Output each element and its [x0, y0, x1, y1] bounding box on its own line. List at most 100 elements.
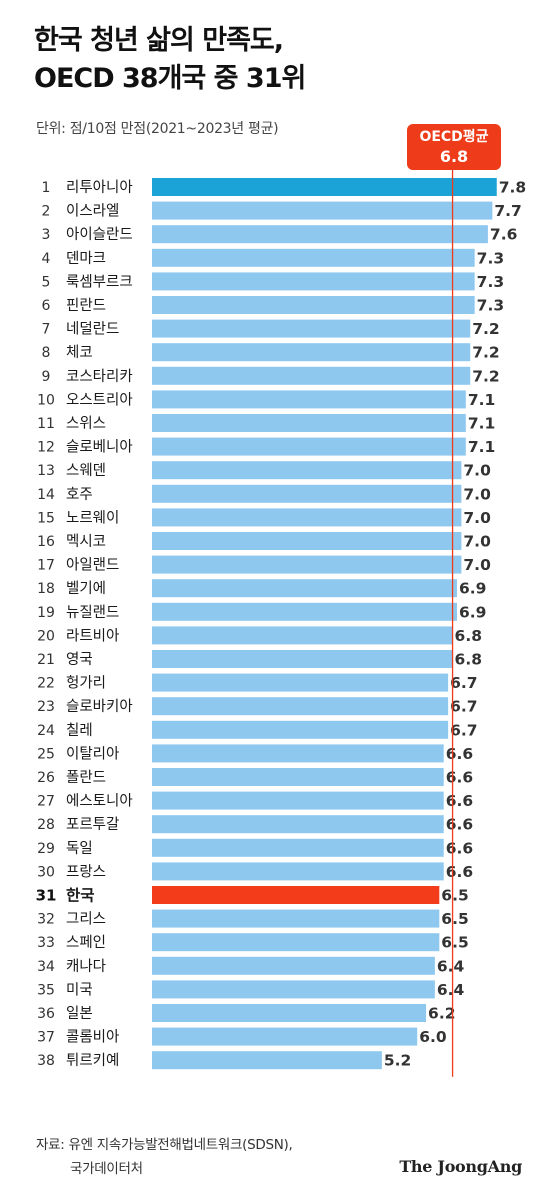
rank-label: 16 [37, 534, 55, 550]
value-label: 6.5 [441, 934, 468, 952]
rank-label: 11 [37, 416, 55, 432]
value-label: 6.8 [455, 627, 482, 645]
value-label: 7.0 [463, 556, 491, 574]
rank-label: 33 [37, 935, 55, 951]
value-label: 7.3 [477, 297, 504, 315]
rank-label: 26 [37, 770, 55, 786]
bar [152, 272, 475, 291]
value-label: 7.3 [477, 273, 504, 291]
value-label: 7.2 [472, 320, 499, 338]
value-label: 6.6 [446, 863, 473, 881]
value-label: 7.6 [490, 226, 517, 244]
value-label: 6.0 [419, 1028, 447, 1046]
country-label: 에스토니아 [66, 793, 133, 810]
bar [152, 366, 471, 385]
country-label: 영국 [66, 651, 93, 668]
value-label: 6.9 [459, 603, 486, 621]
country-label: 그리스 [66, 911, 106, 928]
value-label: 6.7 [450, 698, 477, 716]
rank-label: 35 [37, 982, 55, 998]
country-label: 헝가리 [66, 675, 106, 692]
value-label: 7.7 [494, 202, 521, 220]
rank-label: 28 [37, 817, 55, 833]
rank-label: 5 [42, 274, 51, 290]
oecd-average-badge: OECD평균 6.8 [407, 124, 501, 170]
bar [152, 673, 449, 692]
country-label: 호주 [66, 487, 93, 503]
rank-label: 24 [37, 723, 55, 739]
country-label: 이스라엘 [66, 203, 119, 220]
country-label: 아이슬란드 [66, 226, 133, 243]
bar [152, 933, 440, 952]
bar [152, 437, 466, 456]
bar [152, 532, 462, 550]
country-label: 리투아니아 [66, 179, 133, 196]
source-line1: 자료: 유엔 지속가능발전해법네트워크(SDSN), [36, 1137, 293, 1153]
rank-label: 4 [42, 251, 51, 267]
value-label: 7.1 [468, 415, 495, 433]
country-label: 캐나다 [66, 958, 106, 975]
bar [152, 744, 444, 763]
country-label: 멕시코 [66, 533, 106, 550]
rank-label: 23 [37, 699, 55, 715]
country-label: 스페인 [66, 934, 106, 951]
bar [152, 838, 444, 857]
rank-label: 19 [37, 605, 55, 621]
bar [152, 602, 457, 621]
bar [152, 248, 475, 267]
country-label: 코스타리카 [66, 368, 133, 385]
country-label: 이탈리아 [66, 745, 119, 762]
country-label: 한국 [66, 886, 95, 905]
bar [152, 484, 462, 503]
source-note: 자료: 유엔 지속가능발전해법네트워크(SDSN), 국가데이터처 [36, 1133, 293, 1181]
bar [152, 815, 444, 834]
value-label: 6.5 [441, 887, 468, 905]
bar [152, 461, 462, 480]
bar [152, 697, 449, 716]
rank-label: 8 [42, 345, 51, 361]
value-label: 6.8 [455, 651, 482, 669]
country-label: 스위스 [66, 415, 106, 432]
value-label: 7.0 [463, 462, 491, 480]
rank-label: 15 [37, 510, 55, 526]
country-label: 프랑스 [66, 863, 106, 880]
country-label: 뉴질랜드 [66, 604, 119, 621]
value-label: 7.0 [463, 533, 491, 551]
rank-label: 37 [37, 1030, 55, 1046]
bar [152, 650, 453, 668]
bar [152, 201, 493, 220]
value-label: 7.1 [468, 391, 495, 409]
bar [152, 1051, 382, 1070]
bar [152, 886, 440, 904]
chart-title: 한국 청년 삶의 만족도, OECD 38개국 중 31위 [34, 22, 306, 98]
bar [152, 225, 488, 244]
country-label: 칠레 [66, 722, 93, 739]
rank-label: 14 [37, 487, 55, 503]
bar [152, 319, 471, 338]
country-label: 독일 [66, 840, 93, 857]
rank-label: 7 [42, 322, 51, 338]
country-label: 네덜란드 [66, 321, 119, 338]
rank-label: 2 [42, 204, 51, 220]
country-label: 룩셈부르크 [66, 273, 133, 290]
country-label: 슬로베니아 [66, 439, 133, 456]
country-label: 덴마크 [66, 250, 106, 267]
value-label: 6.6 [446, 839, 473, 857]
bar [152, 862, 444, 881]
rank-label: 1 [42, 180, 51, 196]
source-line2: 국가데이터처 [70, 1161, 143, 1177]
oecd-average-label: OECD평균 [419, 129, 489, 145]
rank-label: 38 [37, 1053, 55, 1069]
rank-label: 30 [37, 864, 55, 880]
country-label: 라트비아 [66, 627, 119, 644]
country-label: 미국 [66, 981, 93, 998]
value-label: 7.2 [472, 344, 499, 362]
country-label: 스웨덴 [66, 462, 106, 479]
unit-note: 단위: 점/10점 만점(2021~2023년 평균) [36, 121, 279, 137]
country-label: 체코 [66, 344, 93, 361]
rank-label: 20 [37, 628, 55, 644]
bar [152, 555, 462, 574]
value-label: 7.0 [463, 509, 491, 527]
rank-label: 27 [37, 794, 55, 810]
rank-label: 36 [37, 1006, 55, 1022]
